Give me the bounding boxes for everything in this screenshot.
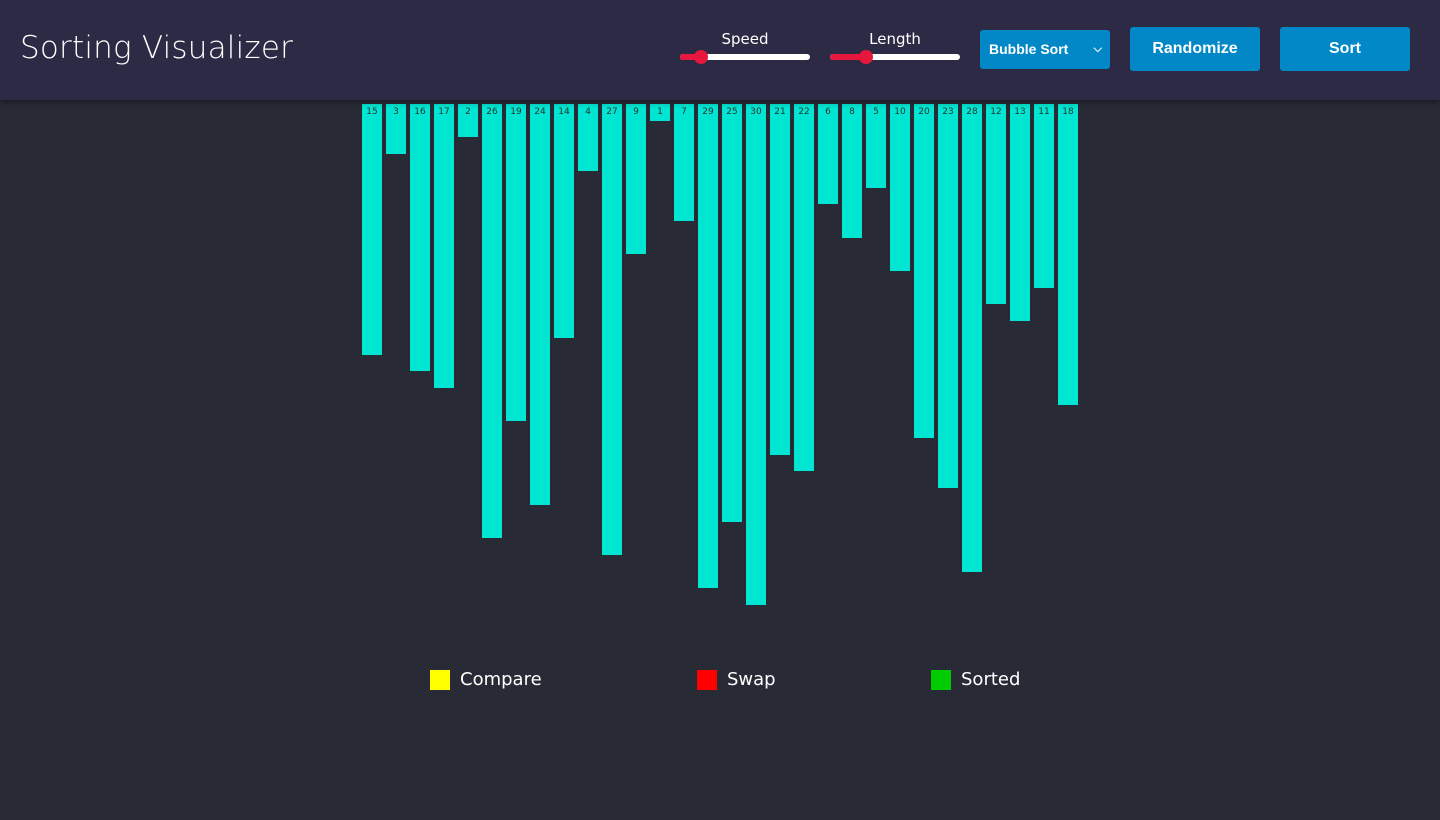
array-bar-value: 8 <box>849 107 855 117</box>
array-bar-value: 14 <box>558 107 570 117</box>
array-bar: 1 <box>650 104 670 121</box>
array-bar-value: 9 <box>633 107 639 117</box>
array-bar: 26 <box>482 104 502 539</box>
array-bar-value: 29 <box>702 107 714 117</box>
array-bar-value: 22 <box>798 107 810 117</box>
array-bar: 16 <box>410 104 430 372</box>
speed-slider-thumb[interactable] <box>693 50 708 64</box>
array-bar-value: 21 <box>774 107 786 117</box>
algorithm-select-value: Bubble Sort <box>989 41 1069 57</box>
array-bar: 7 <box>674 104 694 221</box>
array-bar-value: 6 <box>825 107 831 117</box>
array-bar-value: 1 <box>657 107 663 117</box>
array-bar: 25 <box>722 104 742 522</box>
array-bar-value: 15 <box>366 107 378 117</box>
app-header: Sorting Visualizer Speed Length Bubble S… <box>0 0 1440 100</box>
array-bar: 23 <box>938 104 958 489</box>
array-bar: 9 <box>626 104 646 255</box>
array-bar-value: 13 <box>1014 107 1026 117</box>
array-bar: 13 <box>1010 104 1030 322</box>
array-bar-value: 2 <box>465 107 471 117</box>
array-bar: 11 <box>1034 104 1054 288</box>
array-bar-value: 16 <box>414 107 426 117</box>
legend-compare-swatch <box>430 670 450 690</box>
length-label: Length <box>869 30 921 48</box>
legend-compare-label: Compare <box>460 669 542 690</box>
array-bar-value: 17 <box>438 107 450 117</box>
array-bar: 21 <box>770 104 790 455</box>
array-bar-value: 20 <box>918 107 930 117</box>
array-bar-value: 30 <box>750 107 762 117</box>
array-bar-value: 7 <box>681 107 687 117</box>
array-bar: 4 <box>578 104 598 171</box>
array-bar-value: 24 <box>534 107 546 117</box>
array-bar: 6 <box>818 104 838 205</box>
array-bar: 10 <box>890 104 910 271</box>
array-bar-value: 11 <box>1038 107 1050 117</box>
array-bar: 8 <box>842 104 862 238</box>
array-bar-value: 28 <box>966 107 978 117</box>
array-bar-value: 18 <box>1062 107 1074 117</box>
legend-swap-swatch <box>697 670 717 690</box>
array-bar: 19 <box>506 104 526 422</box>
array-bar: 2 <box>458 104 478 138</box>
bar-chart: 15 3 16 17 2 26 19 24 14 4 27 9 1 7 29 25 30 21 22 6 8 5 10 20 2… <box>362 100 1082 620</box>
array-bar: 29 <box>698 104 718 589</box>
array-bar-value: 23 <box>942 107 954 117</box>
legend-swap-label: Swap <box>727 669 776 690</box>
array-bar: 5 <box>866 104 886 188</box>
length-slider[interactable]: Length <box>830 30 960 70</box>
array-bar: 28 <box>962 104 982 572</box>
array-bar-value: 27 <box>606 107 618 117</box>
app-title: Sorting Visualizer <box>20 30 294 66</box>
array-bar: 12 <box>986 104 1006 305</box>
sort-button[interactable]: Sort <box>1280 27 1410 71</box>
array-bar: 27 <box>602 104 622 555</box>
array-bar-value: 19 <box>510 107 522 117</box>
array-bar: 14 <box>554 104 574 338</box>
chevron-down-icon: ⌵ <box>1093 43 1102 55</box>
array-bar-value: 26 <box>486 107 498 117</box>
array-bar-value: 3 <box>393 107 399 117</box>
length-slider-thumb[interactable] <box>859 50 874 64</box>
array-bar-value: 25 <box>726 107 738 117</box>
length-slider-track[interactable] <box>830 50 960 64</box>
array-bar: 24 <box>530 104 550 505</box>
array-bar: 15 <box>362 104 382 355</box>
speed-label: Speed <box>721 30 769 48</box>
array-bar-value: 4 <box>585 107 591 117</box>
array-bar: 30 <box>746 104 766 605</box>
array-bar: 3 <box>386 104 406 155</box>
array-bar: 20 <box>914 104 934 438</box>
speed-slider-track[interactable] <box>680 50 810 64</box>
array-bar: 22 <box>794 104 814 472</box>
length-slider-fill <box>830 54 867 60</box>
randomize-button[interactable]: Randomize <box>1130 27 1260 71</box>
array-bar: 18 <box>1058 104 1078 405</box>
array-bar: 17 <box>434 104 454 388</box>
speed-slider-fill <box>680 54 701 60</box>
legend-sorted-label: Sorted <box>961 669 1021 690</box>
array-bar-value: 12 <box>990 107 1002 117</box>
algorithm-select[interactable]: Bubble Sort ⌵ <box>980 30 1110 69</box>
array-bar-value: 10 <box>894 107 906 117</box>
legend-sorted-swatch <box>931 670 951 690</box>
speed-slider[interactable]: Speed <box>680 30 810 70</box>
array-bar-value: 5 <box>873 107 879 117</box>
